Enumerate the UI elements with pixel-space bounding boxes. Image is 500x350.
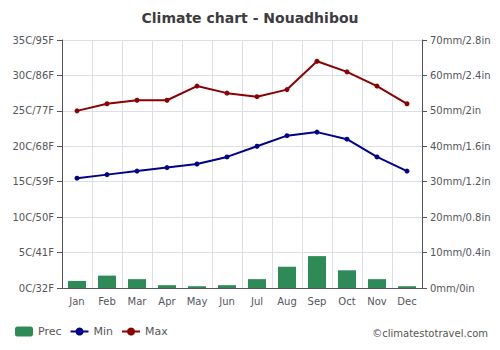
svg-text:Feb: Feb: [98, 296, 116, 307]
svg-text:30C/86F: 30C/86F: [12, 70, 54, 81]
svg-text:15C/59F: 15C/59F: [12, 176, 54, 187]
svg-text:Dec: Dec: [397, 296, 416, 307]
svg-text:25C/77F: 25C/77F: [12, 105, 54, 116]
svg-text:Jan: Jan: [68, 296, 84, 307]
svg-text:Climate chart - Nouadhibou: Climate chart - Nouadhibou: [142, 10, 359, 26]
svg-text:Nov: Nov: [367, 296, 387, 307]
svg-text:5C/41F: 5C/41F: [19, 247, 54, 258]
svg-text:Min: Min: [94, 325, 114, 338]
svg-text:70mm/2.8in: 70mm/2.8in: [430, 35, 491, 46]
svg-text:35C/95F: 35C/95F: [12, 35, 54, 46]
svg-text:10mm/0.4in: 10mm/0.4in: [430, 247, 491, 258]
svg-text:20C/68F: 20C/68F: [12, 141, 54, 152]
svg-text:Sep: Sep: [308, 296, 327, 307]
svg-text:0mm/0in: 0mm/0in: [430, 283, 475, 294]
svg-text:Max: Max: [145, 325, 168, 338]
svg-text:10C/50F: 10C/50F: [12, 212, 54, 223]
svg-text:May: May: [187, 296, 208, 307]
svg-text:Mar: Mar: [128, 296, 148, 307]
svg-text:Jun: Jun: [218, 296, 235, 307]
svg-text:Apr: Apr: [158, 296, 176, 307]
svg-text:Aug: Aug: [277, 296, 297, 307]
svg-text:40mm/1.6in: 40mm/1.6in: [430, 141, 491, 152]
svg-text:0C/32F: 0C/32F: [19, 283, 54, 294]
svg-text:Jul: Jul: [250, 296, 263, 307]
svg-text:©climatestotravel.com: ©climatestotravel.com: [372, 328, 488, 339]
svg-text:Prec: Prec: [38, 325, 62, 338]
svg-text:60mm/2.4in: 60mm/2.4in: [430, 70, 491, 81]
svg-text:20mm/0.8in: 20mm/0.8in: [430, 212, 491, 223]
svg-text:50mm/2in: 50mm/2in: [430, 105, 481, 116]
svg-text:Oct: Oct: [338, 296, 355, 307]
svg-text:30mm/1.2in: 30mm/1.2in: [430, 176, 491, 187]
